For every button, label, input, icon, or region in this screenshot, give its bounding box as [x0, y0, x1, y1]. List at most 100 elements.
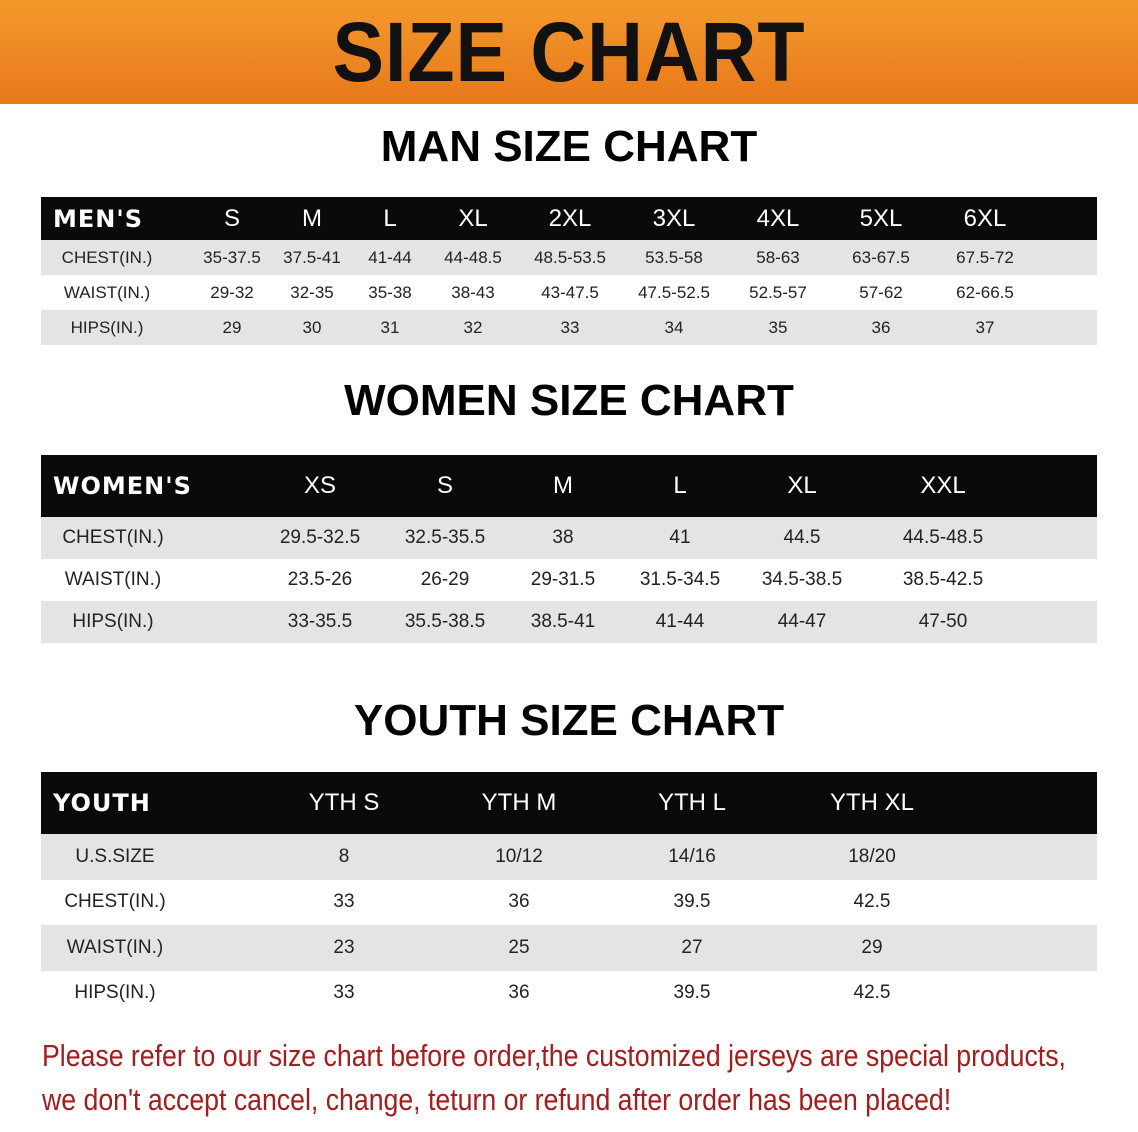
table-row: CHEST(IN.) 33 36 39.5 42.5: [41, 879, 1097, 925]
measure-label: WAIST(IN.): [64, 569, 162, 590]
notice-line-2: we don't accept cancel, change, teturn o…: [42, 1082, 952, 1117]
size-header-cell: M: [553, 472, 573, 499]
measure-value: 41-44: [655, 611, 705, 632]
measure-value: 29.5-32.5: [279, 527, 361, 548]
measure-value: 30: [302, 317, 322, 337]
measure-value: 44-47: [777, 611, 827, 632]
measure-value: 32.5-35.5: [404, 527, 486, 548]
measure-value: 27: [681, 936, 703, 958]
size-header-cell: S: [436, 472, 454, 499]
measure-value: 34.5-38.5: [761, 569, 843, 590]
measure-value: 47-50: [918, 611, 968, 632]
measure-value: 63-67.5: [852, 247, 910, 267]
measure-label: CHEST(IN.): [61, 247, 153, 267]
size-header-cell: XL: [458, 204, 488, 232]
measure-label: HIPS(IN.): [72, 611, 154, 632]
measure-value: 36: [508, 891, 530, 913]
banner-title: SIZE CHART: [332, 5, 806, 99]
size-header-cell: 2XL: [548, 204, 592, 232]
measure-value: 35-37.5: [203, 247, 261, 267]
banner: SIZE CHART: [0, 0, 1138, 104]
measure-value: 53.5-58: [645, 247, 703, 267]
measure-value: 23.5-26: [287, 569, 353, 590]
measure-value: 26-29: [420, 569, 470, 590]
measure-value: 41: [669, 527, 691, 548]
measure-label: HIPS(IN.): [74, 982, 156, 1004]
size-header-cell: YTH M: [481, 789, 557, 816]
table-row: U.S.SIZE 8 10/12 14/16 18/20: [41, 834, 1097, 880]
measure-value: 8: [338, 845, 350, 867]
size-header-cell: 5XL: [859, 204, 903, 232]
measure-value: 29-32: [210, 282, 254, 302]
notice-line-1: Please refer to our size chart before or…: [42, 1038, 1066, 1073]
measure-value: 31.5-34.5: [639, 569, 721, 590]
size-header-cell: YTH S: [308, 789, 380, 816]
measure-value: 35: [768, 317, 788, 337]
measure-value: 31: [380, 317, 400, 337]
measure-value: 37.5-41: [283, 247, 341, 267]
measure-value: 47.5-52.5: [638, 282, 710, 302]
table-row: CHEST(IN.) 35-37.5 37.5-41 41-44 44-48.5 48.5…: [41, 240, 1097, 275]
size-header-cell: YTH L: [657, 789, 727, 816]
measure-value: 52.5-57: [749, 282, 807, 302]
measure-value: 33: [333, 982, 355, 1004]
measure-value: 14/16: [668, 845, 716, 867]
size-header-cell: XL: [787, 472, 817, 499]
measure-value: 67.5-72: [956, 247, 1014, 267]
measure-value: 42.5: [853, 891, 891, 913]
size-header-cell: 3XL: [652, 204, 696, 232]
table-title-cell: WOMEN'S: [53, 472, 192, 500]
measure-value: 62-66.5: [956, 282, 1014, 302]
measure-value: 35.5-38.5: [404, 611, 486, 632]
measure-value: 29: [222, 317, 242, 337]
measure-label: WAIST(IN.): [66, 936, 164, 958]
size-header-cell: XS: [303, 472, 337, 499]
measure-value: 44-48.5: [444, 247, 502, 267]
measure-value: 33: [560, 317, 580, 337]
measure-value: 38: [552, 527, 574, 548]
measure-value: 58-63: [756, 247, 800, 267]
measure-value: 18/20: [848, 845, 896, 867]
measure-label: WAIST(IN.): [63, 282, 151, 302]
table-row: HIPS(IN.) 33-35.5 35.5-38.5 38.5-41 41-44 44-…: [41, 601, 1097, 643]
table-header-row: WOMEN'S XS S M L XL XXL: [41, 455, 1097, 517]
measure-value: 36: [871, 317, 891, 337]
measure-value: 42.5: [853, 982, 891, 1004]
measure-value: 41-44: [368, 247, 412, 267]
measure-value: 36: [508, 982, 530, 1004]
measure-value: 35-38: [368, 282, 412, 302]
measure-value: 32: [463, 317, 483, 337]
measure-value: 44.5-48.5: [902, 527, 984, 548]
table-row: HIPS(IN.) 29 30 31 32 33 34 35 36 37: [41, 310, 1097, 345]
measure-value: 38-43: [451, 282, 495, 302]
measure-label: HIPS(IN.): [70, 317, 144, 337]
measure-value: 33: [333, 891, 355, 913]
measure-value: 38.5-41: [530, 611, 596, 632]
measure-label: U.S.SIZE: [75, 845, 155, 867]
measure-value: 37: [975, 317, 995, 337]
measure-value: 43-47.5: [541, 282, 599, 302]
measure-value: 33-35.5: [287, 611, 353, 632]
men-section-title: MAN SIZE CHART: [380, 122, 758, 171]
measure-value: 38.5-42.5: [902, 569, 984, 590]
measure-value: 32-35: [290, 282, 334, 302]
measure-label: CHEST(IN.): [64, 891, 166, 913]
size-header-cell: M: [302, 204, 322, 232]
women-section-title: WOMEN SIZE CHART: [344, 376, 794, 425]
size-header-cell: 4XL: [756, 204, 800, 232]
measure-value: 57-62: [859, 282, 903, 302]
youth-section-title: YOUTH SIZE CHART: [353, 696, 785, 745]
size-header-cell: YTH XL: [829, 789, 915, 816]
size-header-cell: 6XL: [963, 204, 1007, 232]
table-header-row: YOUTH YTH S YTH M YTH L YTH XL: [41, 772, 1097, 834]
measure-value: 29-31.5: [530, 569, 596, 590]
measure-value: 10/12: [495, 845, 543, 867]
table-row: CHEST(IN.) 29.5-32.5 32.5-35.5 38 41 44.5 44.5…: [41, 517, 1097, 559]
measure-value: 29: [861, 936, 883, 958]
table-title-cell: MEN'S: [53, 204, 143, 233]
measure-value: 25: [508, 936, 530, 958]
size-header-cell: L: [673, 472, 687, 499]
size-header-cell: S: [223, 204, 241, 232]
measure-value: 34: [664, 317, 684, 337]
table-header-row: MEN'S S M L XL 2XL 3XL 4XL 5XL 6XL: [41, 197, 1097, 240]
